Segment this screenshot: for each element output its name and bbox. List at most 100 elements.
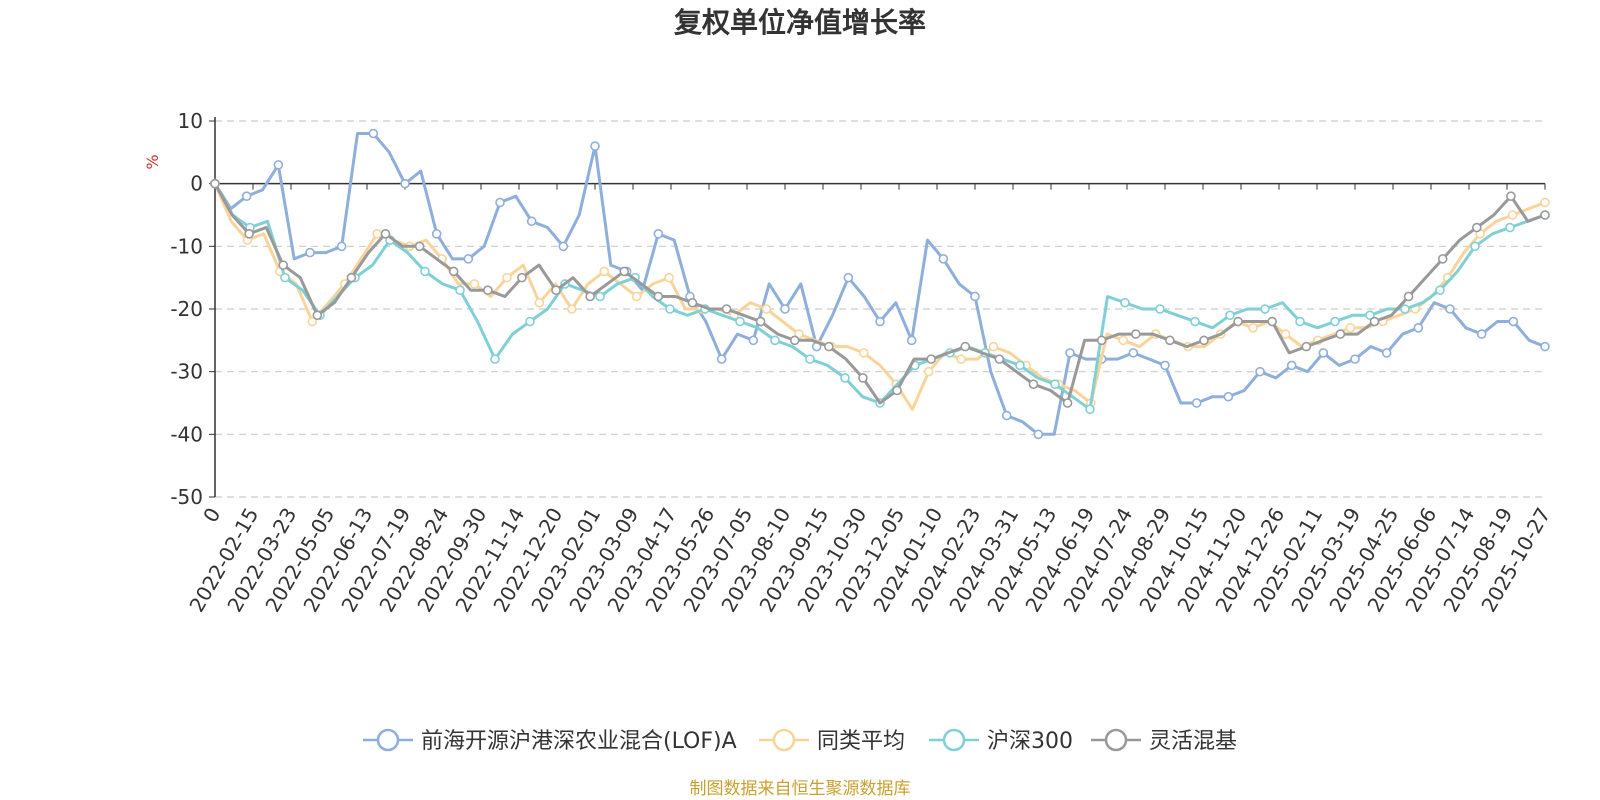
series-point [631,291,642,302]
series-line [213,183,1546,411]
series-point [1540,197,1550,208]
x-tick-label: 0 [198,504,225,527]
y-tick-label: -50 [170,485,203,509]
legend[interactable]: 前海开源沪港深农业混合(LOF)A 同类平均 沪深300 灵活混基 [363,728,1237,754]
series-point [525,316,535,327]
series-point [956,354,966,364]
series-point [336,241,347,252]
series-point [1050,379,1060,390]
legend-label: 灵活混基 [1149,729,1237,754]
legend-label: 前海开源沪港深农业混合(LOF)A [421,729,737,754]
series-point [1508,316,1519,327]
series-point [858,373,868,383]
series-point [599,266,610,277]
series-point [1248,322,1258,333]
legend-circle-icon [376,728,400,752]
series-point [551,285,561,296]
series-point [1330,316,1340,327]
series-point [1286,360,1297,371]
series-point [590,141,600,151]
series-point [1233,316,1243,327]
y-tick-label: 10 [178,109,203,133]
series-point [843,272,854,283]
series-point [892,385,902,396]
series-line [213,182,1546,411]
series-point [938,254,949,264]
series-point [1471,222,1482,233]
series-point [926,354,936,364]
series-1 [210,178,1550,411]
series-point [463,254,474,264]
chart-title: 复权单位净值增长率 [674,6,926,39]
series-point [789,335,800,346]
series-point [244,229,254,239]
series-point [761,304,772,314]
legend-item-1[interactable]: 同类平均 [759,728,905,754]
series-point [448,266,459,277]
series-point [1476,329,1487,339]
series-point [1506,191,1516,201]
series-point [1028,379,1039,390]
legend-circle-icon [1104,728,1128,752]
y-tick-label: -30 [170,360,203,384]
series-point [619,266,630,277]
series-point [1403,291,1414,302]
series-point [1155,304,1165,314]
series-point [906,335,917,346]
series-point [824,341,834,352]
series-point [455,285,465,296]
series-point [280,272,290,283]
y-tick-label: -40 [170,422,203,446]
y-tick-label: -20 [170,297,203,321]
series-point [414,241,425,252]
series-point [346,272,357,283]
series-point [1470,241,1480,252]
series-point [483,285,493,296]
series-point [1160,360,1170,371]
legend-item-0[interactable]: 前海开源沪港深农业混合(LOF)A [363,728,737,754]
series-point [665,304,675,314]
series-point [241,191,252,201]
legend-item-3[interactable]: 灵活混基 [1091,728,1237,754]
series-point [1350,354,1360,364]
series-point [372,229,382,239]
series-point [1381,348,1392,358]
series-point [1096,335,1107,346]
series-point [567,304,577,314]
series-point [1540,341,1550,352]
series-3 [210,178,1550,408]
series-point [1365,310,1375,321]
series-point [960,341,971,352]
series-point [1445,304,1455,314]
series-point [1015,360,1025,371]
series-point [735,316,745,327]
legend-circle-icon [772,728,796,752]
series-point [380,229,391,239]
series-point [1369,316,1380,327]
series-point [1085,404,1095,415]
series-point [1318,348,1329,358]
series-point [1062,398,1073,408]
series-point [805,354,815,364]
series-point [1437,254,1448,264]
series-point [1400,304,1410,314]
series-point [534,297,545,308]
legend-item-2[interactable]: 沪深300 [929,728,1073,754]
series-point [923,366,934,377]
series-point [495,197,505,208]
series-point [526,216,537,227]
series-point [664,272,674,283]
series-point [1507,210,1518,220]
series-point [1505,222,1515,233]
series-point [420,266,430,277]
series-point [1225,310,1235,321]
series-point [431,229,442,239]
series-point [1435,285,1445,296]
series-point [490,354,500,364]
series-point [278,260,289,270]
series-point [1260,304,1270,314]
series-point [716,354,727,364]
series-point [502,272,512,283]
series-point [1001,410,1012,421]
